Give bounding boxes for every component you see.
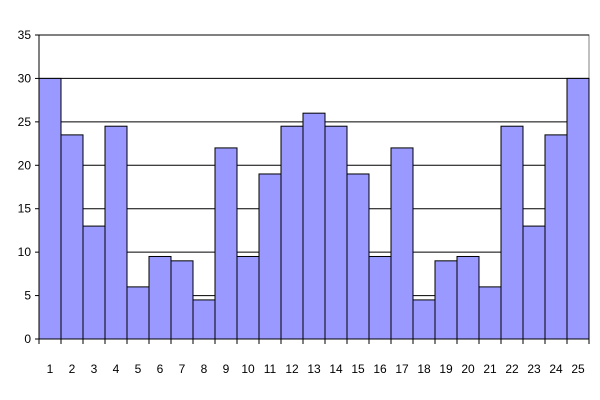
bar-11 [258, 173, 282, 340]
bar-24 [544, 134, 568, 340]
y-tick-label: 35 [18, 28, 32, 42]
y-tick-label: 5 [24, 289, 31, 303]
x-tick-label: 11 [264, 362, 277, 376]
bar-14 [324, 125, 348, 340]
bar-10 [236, 255, 260, 340]
y-tick-label: 25 [18, 115, 32, 129]
y-tick-label: 0 [24, 332, 31, 346]
bar-19 [434, 260, 458, 340]
x-tick-label: 25 [571, 362, 585, 376]
x-tick-label: 7 [179, 362, 186, 376]
bar-13 [302, 112, 326, 340]
bar-22 [500, 125, 524, 340]
bar-16 [368, 255, 392, 340]
x-tick-label: 15 [351, 362, 365, 376]
x-tick-label: 3 [91, 362, 98, 376]
bar-8 [192, 299, 216, 340]
axes [38, 35, 589, 340]
y-tick-label: 10 [18, 245, 32, 259]
y-tick-label: 30 [18, 71, 32, 85]
x-tick-label: 1 [47, 362, 54, 376]
x-tick-label: 24 [549, 362, 563, 376]
x-tick-label: 20 [461, 362, 475, 376]
x-tick-labels: 1 2 3 4 5 6 7 8 9 10 11 12 13 14 15 16 17 18 19 20 21 22 23 24 2… [38, 339, 590, 376]
x-tick-label: 21 [483, 362, 497, 376]
x-tick-label: 6 [157, 362, 164, 376]
bar-6 [148, 255, 172, 340]
x-tick-label: 9 [223, 362, 230, 376]
bar-20 [456, 255, 480, 340]
bar-9 [214, 147, 238, 340]
y-tick-label: 15 [18, 202, 32, 216]
x-tick-label: 19 [439, 362, 453, 376]
x-tick-label: 14 [329, 362, 343, 376]
x-tick-label: 8 [201, 362, 208, 376]
bar-12 [280, 125, 304, 340]
x-tick-label: 2 [69, 362, 76, 376]
bar-23 [522, 225, 546, 340]
bars [38, 77, 590, 340]
x-tick-label: 17 [395, 362, 409, 376]
bar-18 [412, 299, 436, 340]
y-tick-label: 20 [18, 158, 32, 172]
bar-15 [346, 173, 370, 340]
bar-2 [60, 134, 84, 340]
bar-17 [390, 147, 414, 340]
x-tick-label: 13 [307, 362, 321, 376]
x-tick-label: 10 [241, 362, 255, 376]
bar-1 [38, 77, 62, 340]
x-tick-label: 5 [135, 362, 142, 376]
x-tick-label: 4 [113, 362, 120, 376]
bar-21 [478, 286, 502, 340]
x-tick-label: 12 [285, 362, 299, 376]
bar-25 [566, 77, 590, 340]
bar-7 [170, 260, 194, 340]
x-tick-label: 16 [373, 362, 387, 376]
x-tick-label: 22 [505, 362, 519, 376]
y-tick-labels: 0 5 10 15 20 25 30 35 [18, 28, 39, 346]
bar-4 [104, 125, 128, 340]
bar-5 [126, 286, 150, 340]
bar-3 [82, 225, 106, 340]
x-tick-label: 23 [527, 362, 541, 376]
x-tick-label: 18 [417, 362, 431, 376]
